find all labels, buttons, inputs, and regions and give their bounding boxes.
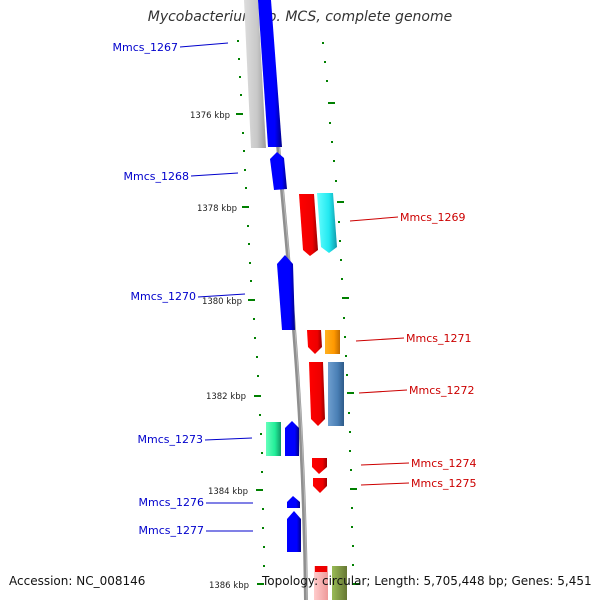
gene-label-mmcs-1269[interactable]: Mmcs_1269 xyxy=(400,211,465,224)
gene-mmcs-1271-shape[interactable] xyxy=(307,330,322,354)
gene-mmcs-1271-orange-feature[interactable] xyxy=(325,330,340,354)
leader-line-mmcs-1272 xyxy=(358,389,408,394)
leader-line-mmcs-1275 xyxy=(360,482,410,486)
leader-line-mmcs-1274 xyxy=(360,462,410,466)
gene-mmcs-1276-shape[interactable] xyxy=(287,496,300,508)
leader-line-mmcs-1271 xyxy=(355,337,405,342)
gene-label-mmcs-1267[interactable]: Mmcs_1267 xyxy=(113,41,178,54)
gene-mmcs-1272-shape[interactable] xyxy=(309,362,325,426)
gene-mmcs-1272-steel-feature[interactable] xyxy=(328,362,344,426)
gene-mmcs-1277-shape[interactable] xyxy=(287,511,301,552)
gene-label-mmcs-1277[interactable]: Mmcs_1277 xyxy=(139,524,204,537)
tick-marks-left xyxy=(236,113,264,585)
tick-dots-left xyxy=(237,40,265,567)
gene-label-mmcs-1272[interactable]: Mmcs_1272 xyxy=(409,384,474,397)
gene-label-mmcs-1274[interactable]: Mmcs_1274 xyxy=(411,457,476,470)
kbp-tick-label: 1378 kbp xyxy=(197,204,237,214)
gene-mmcs-1269-cyan-feature[interactable] xyxy=(317,193,337,253)
kbp-tick-label: 1380 kbp xyxy=(202,297,242,307)
kbp-tick-label: 1376 kbp xyxy=(190,111,230,121)
gene-bottom-red-cap[interactable] xyxy=(315,566,327,572)
gene-mmcs-1273-green-feature[interactable] xyxy=(266,422,281,456)
gene-mmcs-1268-shape[interactable] xyxy=(270,152,287,190)
gene-labels: Mmcs_1267 Mmcs_1268 Mmcs_1269 Mmcs_1270 … xyxy=(113,41,477,537)
gene-leader-lines xyxy=(179,42,410,532)
gene-label-mmcs-1270[interactable]: Mmcs_1270 xyxy=(131,290,196,303)
kbp-tick-label: 1384 kbp xyxy=(208,487,248,497)
gene-mmcs-1273-shape[interactable] xyxy=(285,421,299,456)
map-title: Mycobacterium sp. MCS, complete genome xyxy=(147,9,453,25)
kbp-tick-label: 1386 kbp xyxy=(209,581,249,591)
gene-label-mmcs-1275[interactable]: Mmcs_1275 xyxy=(411,477,476,490)
gene-label-mmcs-1271[interactable]: Mmcs_1271 xyxy=(406,332,471,345)
leader-line-mmcs-1270 xyxy=(197,293,246,298)
leader-line-mmcs-1269 xyxy=(349,216,399,222)
gene-mmcs-1269-shape[interactable] xyxy=(299,194,318,256)
gene-mmcs-1267-shape[interactable] xyxy=(258,0,282,147)
gene-label-mmcs-1268[interactable]: Mmcs_1268 xyxy=(124,170,189,183)
tick-marks-right xyxy=(328,102,360,585)
topology-text: Topology: circular; Length: 5,705,448 bp… xyxy=(262,574,592,588)
gene-features xyxy=(244,0,347,600)
leader-line-mmcs-1273 xyxy=(204,437,253,441)
gene-label-mmcs-1276[interactable]: Mmcs_1276 xyxy=(139,496,204,509)
accession-text: Accession: NC_008146 xyxy=(9,574,146,588)
gene-bottom-pink-feature[interactable] xyxy=(314,566,328,600)
gene-label-mmcs-1273[interactable]: Mmcs_1273 xyxy=(138,433,203,446)
gene-mmcs-1274-shape[interactable] xyxy=(312,458,327,474)
leader-line-mmcs-1267 xyxy=(179,42,229,48)
kbp-tick-labels: 1376 kbp 1378 kbp 1380 kbp 1382 kbp 1384… xyxy=(190,111,249,591)
gene-mmcs-1270-shape[interactable] xyxy=(277,255,295,330)
gene-mmcs-1267-grey-feature[interactable] xyxy=(244,0,266,148)
gene-mmcs-1275-shape[interactable] xyxy=(313,478,327,493)
kbp-tick-label: 1382 kbp xyxy=(206,392,246,402)
tick-dots-right xyxy=(322,42,354,566)
gene-bottom-olive-feature[interactable] xyxy=(332,566,347,600)
leader-line-mmcs-1268 xyxy=(190,172,239,177)
